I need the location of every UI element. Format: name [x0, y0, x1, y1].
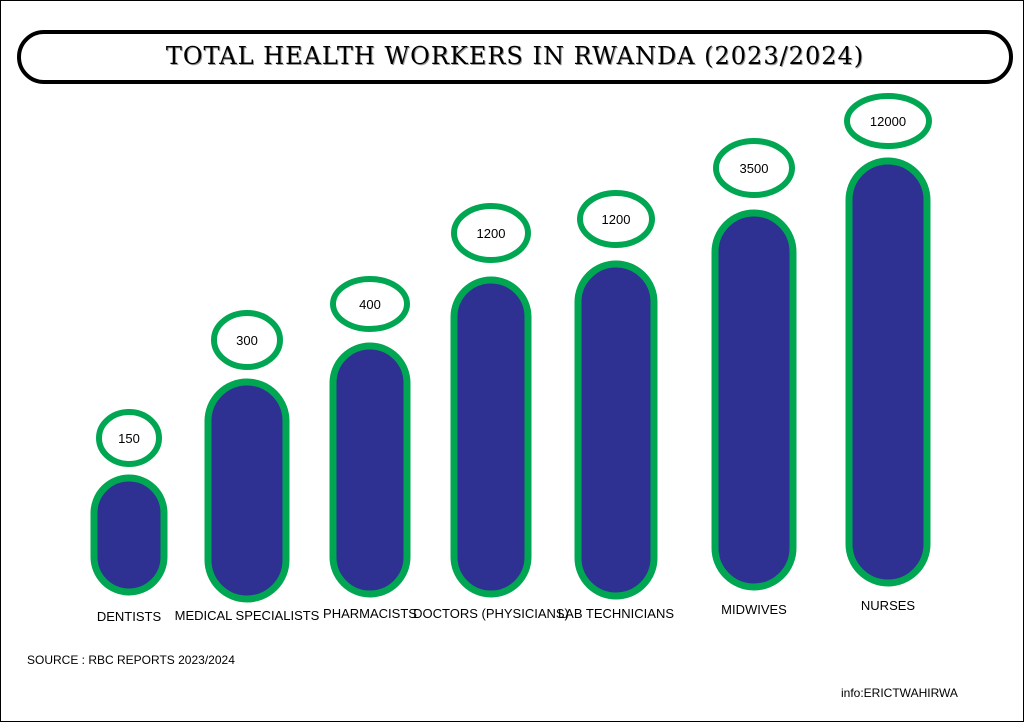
category-label: DENTISTS — [97, 609, 162, 624]
value-bubble — [330, 276, 410, 332]
bar-midwives — [711, 209, 797, 591]
value-bubble — [713, 138, 795, 198]
title-banner: TOTAL HEALTH WORKERS IN RWANDA (2023/202… — [17, 30, 1013, 84]
value-bubble — [451, 203, 531, 263]
value-bubble — [844, 93, 932, 149]
value-bubble — [577, 190, 655, 248]
bar-dentists — [90, 474, 168, 596]
data-label: 400 — [359, 297, 381, 312]
category-label: PHARMACISTS — [323, 606, 417, 621]
value-bubble — [96, 409, 162, 467]
data-label: 3500 — [740, 161, 769, 176]
data-label: 300 — [236, 333, 258, 348]
category-label: MIDWIVES — [721, 602, 787, 617]
value-bubble — [211, 310, 283, 370]
bar-lab-technicians — [574, 260, 658, 600]
category-label: MEDICAL SPECIALISTS — [175, 608, 320, 623]
bar-pharmacists — [329, 342, 411, 598]
bar-medical-specialists — [204, 378, 290, 603]
bar-nurses — [845, 157, 931, 587]
chart-title: TOTAL HEALTH WORKERS IN RWANDA (2023/202… — [165, 42, 865, 70]
category-label: LAB TECHNICIANS — [558, 606, 674, 621]
data-label: 12000 — [870, 114, 906, 129]
category-label: DOCTORS (PHYSICIANS) — [413, 606, 569, 621]
source-note: SOURCE : RBC REPORTS 2023/2024 — [27, 653, 235, 667]
author-credit: info:ERICTWAHIRWA — [841, 686, 958, 700]
bar-doctors-physicians — [450, 276, 532, 598]
category-label: NURSES — [861, 598, 916, 613]
data-label: 1200 — [477, 226, 506, 241]
data-label: 150 — [118, 431, 140, 446]
data-label: 1200 — [602, 212, 631, 227]
